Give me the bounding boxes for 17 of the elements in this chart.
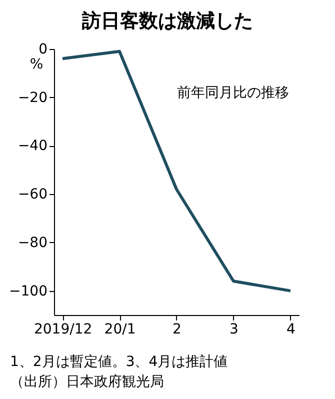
y-axis-title: % <box>30 56 44 72</box>
y-tick-label: −100 <box>9 283 48 300</box>
x-tick-label: 3 <box>230 322 238 338</box>
text: （出所）日本政府観光局 <box>10 373 165 392</box>
y-tick-label: −20 <box>18 90 48 106</box>
y-tick-label: −80 <box>18 234 48 251</box>
y-tick-label: −60 <box>18 186 48 203</box>
x-tick-label: 2019/12 <box>34 322 92 338</box>
y-tick-label: 0 <box>38 42 48 58</box>
chart-title: 訪日客数は激減した <box>80 9 254 34</box>
y-tick-label: −40 <box>18 138 48 154</box>
line-series <box>61 50 292 292</box>
x-tick-label: 2 <box>172 322 182 338</box>
annotation: 前年同月比の推移 <box>177 85 289 101</box>
x-tick-label: 20/1 <box>104 322 136 338</box>
text: 1、2月は暫定値。3、4月は推計値 <box>10 353 229 372</box>
x-tick-label: 4 <box>286 322 296 338</box>
